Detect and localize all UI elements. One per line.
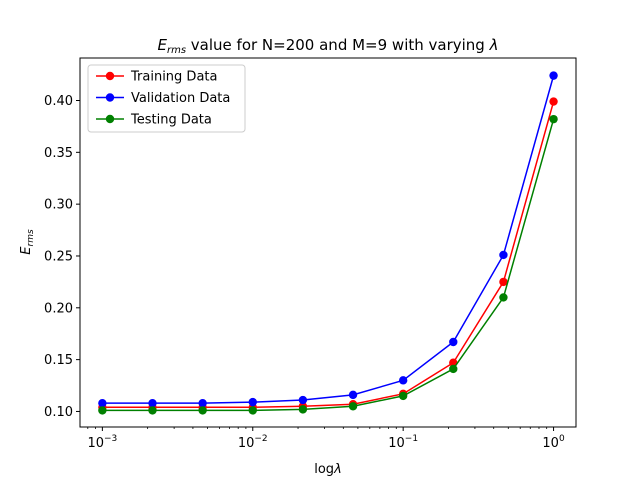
data-point bbox=[98, 398, 107, 408]
y-tick-label: 0.15 bbox=[44, 353, 73, 368]
x-tick-label: 10−3 bbox=[87, 434, 117, 451]
x-tick-exponent: −3 bbox=[104, 434, 117, 444]
series-line bbox=[102, 118, 555, 412]
data-point bbox=[549, 71, 558, 80]
x-tick-exponent: −2 bbox=[254, 434, 267, 444]
data-point bbox=[449, 364, 458, 374]
title-e: E bbox=[157, 36, 167, 54]
data-point bbox=[499, 250, 508, 260]
data-point bbox=[449, 337, 458, 347]
x-tick-base: 10 bbox=[238, 436, 255, 451]
data-point bbox=[198, 406, 207, 415]
x-tick-label: 100 bbox=[542, 434, 565, 451]
data-point bbox=[148, 398, 157, 408]
legend-box bbox=[87, 64, 246, 133]
x-tick-base: 10 bbox=[388, 436, 405, 451]
legend: Training Data Validation Data Testing Data bbox=[87, 64, 246, 133]
y-tick-label: 0.30 bbox=[44, 198, 73, 213]
legend-label: Training Data bbox=[130, 70, 217, 85]
legend-label: Testing Data bbox=[130, 113, 212, 128]
series-validation-data bbox=[98, 71, 558, 408]
data-point bbox=[98, 406, 107, 415]
data-point bbox=[348, 390, 358, 400]
data-point bbox=[499, 277, 508, 287]
series-testing-data bbox=[98, 114, 558, 415]
data-point bbox=[398, 376, 408, 385]
data-point bbox=[499, 293, 508, 302]
data-point bbox=[248, 397, 257, 407]
data-point bbox=[198, 398, 207, 408]
legend-entry: Validation Data bbox=[96, 91, 230, 106]
data-point bbox=[398, 391, 408, 401]
chart-title: Erms value for N=200 and M=9 with varyin… bbox=[157, 36, 498, 56]
title-rms: rms bbox=[167, 45, 186, 56]
data-point bbox=[248, 406, 257, 415]
legend-label: Validation Data bbox=[131, 91, 230, 106]
x-tick-exponent: −1 bbox=[405, 434, 418, 444]
legend-entry: Testing Data bbox=[96, 113, 212, 128]
y-label-e: E bbox=[19, 246, 34, 255]
y-tick-label: 0.20 bbox=[44, 301, 73, 316]
x-tick-exponent: 0 bbox=[559, 434, 565, 444]
y-tick-label: 0.35 bbox=[44, 146, 73, 161]
y-axis-label: Erms bbox=[19, 229, 36, 255]
y-tick-label: 0.40 bbox=[44, 94, 73, 109]
data-point bbox=[549, 114, 558, 124]
x-axis-label: logλ bbox=[314, 462, 342, 477]
x-tick-label: 10−1 bbox=[388, 434, 418, 451]
legend-marker bbox=[105, 71, 115, 81]
series-line bbox=[102, 101, 555, 409]
legend-marker bbox=[105, 93, 115, 102]
x-label-lambda: λ bbox=[333, 462, 342, 477]
x-label-log: log bbox=[314, 462, 334, 477]
title-rest: value for N=200 and M=9 with varying bbox=[186, 36, 490, 54]
legend-entry: Training Data bbox=[96, 70, 217, 85]
data-point bbox=[298, 405, 308, 414]
data-point bbox=[348, 402, 358, 411]
x-tick-label: 10−2 bbox=[238, 434, 268, 451]
data-point bbox=[549, 97, 558, 106]
data-point bbox=[148, 406, 157, 415]
data-point bbox=[298, 395, 308, 405]
legend-marker bbox=[105, 114, 115, 124]
y-label-rms: rms bbox=[26, 229, 36, 246]
series-layer bbox=[98, 71, 558, 415]
x-tick-base: 10 bbox=[87, 436, 104, 451]
y-tick-label: 0.25 bbox=[44, 249, 73, 264]
title-lambda: λ bbox=[489, 36, 499, 54]
x-tick-base: 10 bbox=[542, 436, 559, 451]
y-tick-label: 0.10 bbox=[44, 405, 73, 420]
plot-frame bbox=[79, 57, 577, 428]
series-line bbox=[102, 75, 555, 404]
